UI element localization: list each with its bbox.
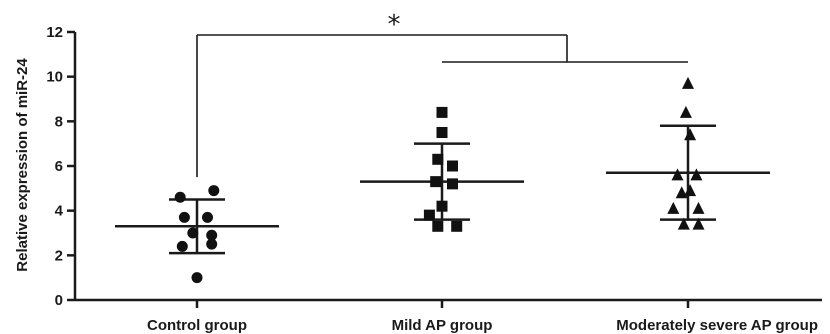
data-point — [191, 272, 203, 284]
data-point — [206, 238, 218, 250]
data-point — [432, 220, 444, 232]
data-point — [174, 191, 186, 203]
x-tick-label: Mild AP group — [392, 317, 493, 334]
data-point — [682, 76, 694, 89]
y-tick-label: 4 — [55, 203, 64, 220]
y-tick-label: 2 — [55, 247, 63, 264]
significance-star: * — [388, 10, 401, 40]
data-point — [430, 176, 442, 188]
data-point — [436, 200, 448, 212]
y-tick-label: 0 — [55, 292, 63, 309]
y-tick-label: 10 — [46, 69, 63, 86]
data-series — [115, 76, 770, 284]
data-point — [679, 105, 692, 118]
x-tick-label: Control group — [147, 317, 247, 334]
data-point — [436, 127, 448, 138]
x-axis: Control group Mild AP group Moderately sev… — [75, 298, 822, 334]
y-tick-label: 6 — [55, 158, 63, 175]
data-point — [432, 153, 444, 165]
data-point — [675, 186, 688, 199]
data-point — [451, 220, 463, 232]
series-2 — [360, 106, 524, 232]
series-1 — [115, 185, 279, 284]
data-point — [677, 217, 690, 230]
data-point — [206, 229, 218, 241]
significance-annotation: * — [196, 10, 688, 178]
data-point — [176, 240, 188, 252]
series-3 — [606, 76, 770, 230]
y-axis-label: Relative expression of miR-24 — [14, 58, 31, 272]
data-point — [667, 201, 680, 214]
data-point — [447, 178, 458, 190]
y-tick-label: 12 — [46, 24, 63, 41]
data-point — [684, 184, 697, 197]
data-point — [202, 211, 213, 223]
data-point — [423, 209, 435, 221]
data-point — [692, 217, 705, 230]
data-point — [208, 185, 220, 197]
data-point — [671, 168, 684, 181]
data-point — [447, 160, 458, 172]
data-point — [436, 106, 448, 118]
data-point — [178, 211, 190, 223]
y-axis: 0 2 4 6 8 10 12 — [46, 24, 77, 309]
y-tick-label: 8 — [55, 113, 63, 130]
data-point — [692, 201, 705, 214]
data-point — [187, 227, 199, 239]
data-point — [690, 168, 703, 181]
x-tick-label: Moderately severe AP group — [616, 317, 818, 334]
data-point — [684, 128, 697, 141]
